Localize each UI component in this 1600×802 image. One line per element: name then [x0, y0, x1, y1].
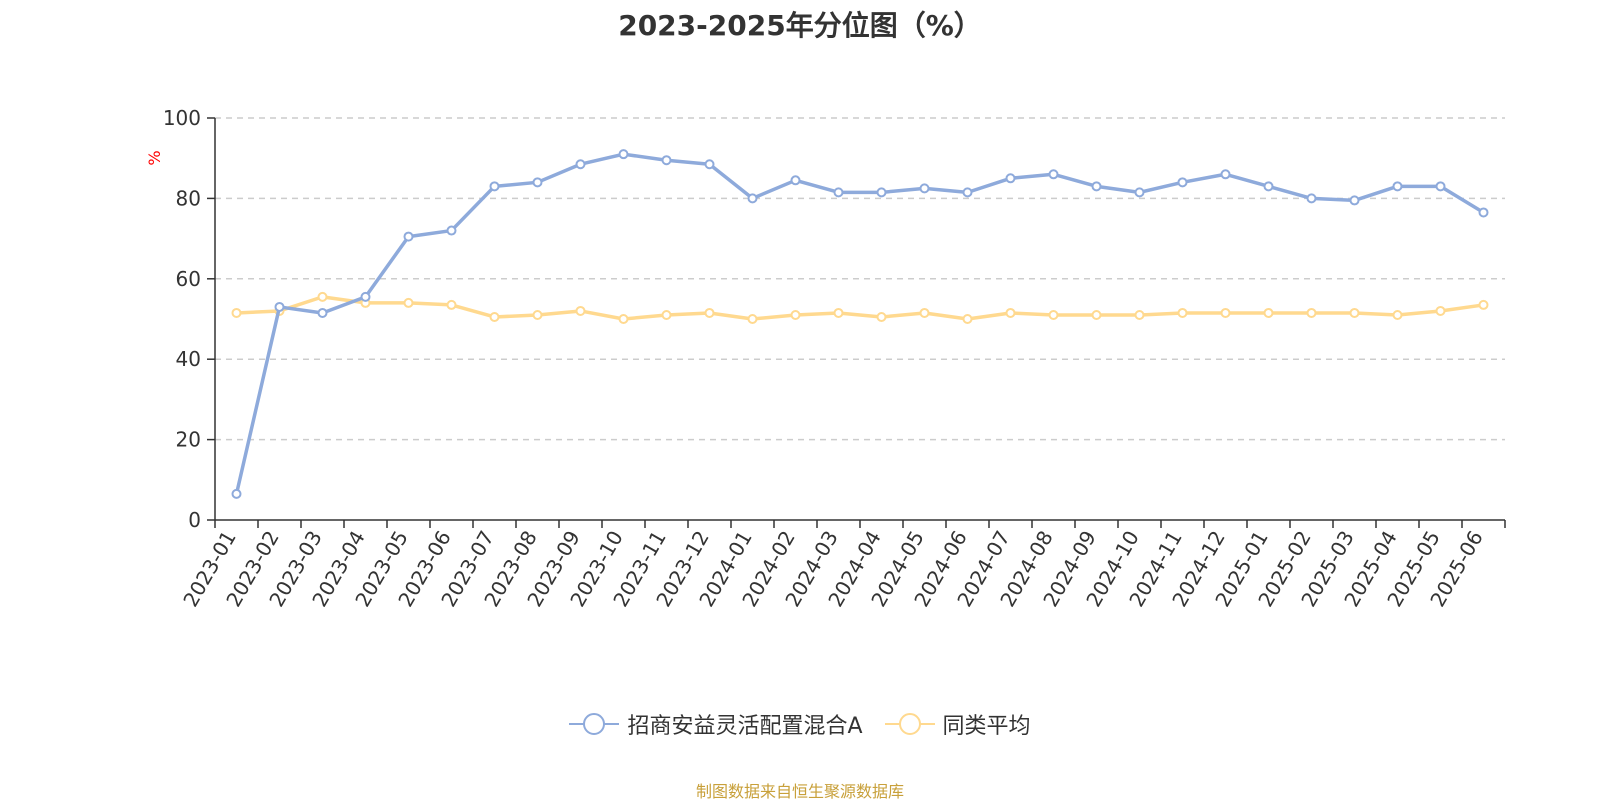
- data-point-series-2: [231, 307, 242, 318]
- data-point-series-2: [1048, 309, 1059, 320]
- series-line-1: [234, 152, 1485, 495]
- data-point-series-1: [1349, 195, 1360, 206]
- y-tick-label: 20: [176, 428, 201, 452]
- data-point-series-1: [661, 155, 672, 166]
- data-point-series-1: [962, 187, 973, 198]
- data-point-series-2: [446, 299, 457, 310]
- data-point-series-2: [876, 311, 887, 322]
- data-point-series-2: [1134, 309, 1145, 320]
- data-point-series-1: [1263, 181, 1274, 192]
- data-point-series-1: [1220, 169, 1231, 180]
- data-point-series-1: [747, 193, 758, 204]
- data-point-series-2: [1435, 305, 1446, 316]
- legend-item-series-2[interactable]: 同类平均: [884, 708, 1031, 740]
- data-point-series-1: [446, 225, 457, 236]
- data-point-series-1: [1306, 193, 1317, 204]
- data-point-series-1: [1134, 187, 1145, 198]
- data-point-series-1: [360, 291, 371, 302]
- legend: 招商安益灵活配置混合A 同类平均: [0, 708, 1600, 740]
- data-point-series-1: [575, 159, 586, 170]
- data-point-series-1: [274, 301, 285, 312]
- series-line-2: [236, 295, 1484, 321]
- data-point-series-1: [532, 177, 543, 188]
- data-point-series-1: [704, 159, 715, 170]
- data-point-series-1: [1435, 181, 1446, 192]
- data-point-series-2: [403, 297, 414, 308]
- data-point-series-1: [317, 307, 328, 318]
- data-source-note: 制图数据来自恒生聚源数据库: [695, 782, 904, 801]
- data-point-series-2: [1263, 307, 1274, 318]
- data-point-series-2: [704, 307, 715, 318]
- data-point-series-2: [919, 307, 930, 318]
- data-point-series-2: [1392, 309, 1403, 320]
- data-point-series-1: [1048, 169, 1059, 180]
- y-tick-label: 100: [163, 106, 201, 130]
- data-point-series-1: [403, 231, 414, 242]
- data-point-series-2: [1349, 307, 1360, 318]
- legend-item-series-1[interactable]: 招商安益灵活配置混合A: [569, 708, 863, 740]
- data-point-series-2: [962, 314, 973, 324]
- data-point-series-2: [532, 309, 543, 320]
- data-point-series-1: [618, 149, 629, 160]
- legend-marker-series-1: [569, 713, 620, 735]
- data-point-series-1: [1177, 177, 1188, 188]
- legend-marker-series-2: [884, 713, 935, 735]
- data-point-series-2: [1478, 299, 1489, 310]
- data-point-series-2: [661, 309, 672, 320]
- data-point-series-1: [919, 183, 930, 194]
- data-point-series-1: [1005, 173, 1016, 184]
- y-axis-label: %: [145, 150, 164, 165]
- data-point-series-2: [1220, 307, 1231, 318]
- data-point-series-1: [790, 175, 801, 186]
- legend-label-series-1: 招商安益灵活配置混合A: [627, 714, 863, 739]
- data-point-series-2: [1005, 307, 1016, 318]
- y-tick-label: 80: [176, 186, 201, 210]
- data-point-series-1: [1091, 181, 1102, 192]
- data-point-series-2: [790, 309, 801, 320]
- y-tick-label: 60: [176, 267, 201, 291]
- data-point-series-2: [1306, 307, 1317, 318]
- y-tick-label: 40: [176, 347, 201, 371]
- data-point-series-2: [1091, 309, 1102, 320]
- data-point-series-2: [1177, 307, 1188, 318]
- data-point-series-1: [1392, 181, 1403, 192]
- data-point-series-2: [747, 314, 758, 324]
- y-tick-label: 0: [188, 508, 201, 532]
- chart-title: 2023-2025年分位图（%）: [618, 9, 982, 42]
- data-point-series-2: [833, 307, 844, 318]
- data-point-series-1: [231, 488, 242, 499]
- data-point-series-1: [833, 187, 844, 198]
- data-point-series-2: [317, 291, 328, 302]
- data-point-series-1: [489, 181, 500, 192]
- data-point-series-2: [575, 305, 586, 316]
- data-point-series-2: [618, 314, 629, 324]
- data-point-series-1: [876, 187, 887, 198]
- data-point-series-2: [489, 311, 500, 322]
- data-point-series-1: [1478, 207, 1489, 218]
- legend-label-series-2: 同类平均: [942, 714, 1031, 739]
